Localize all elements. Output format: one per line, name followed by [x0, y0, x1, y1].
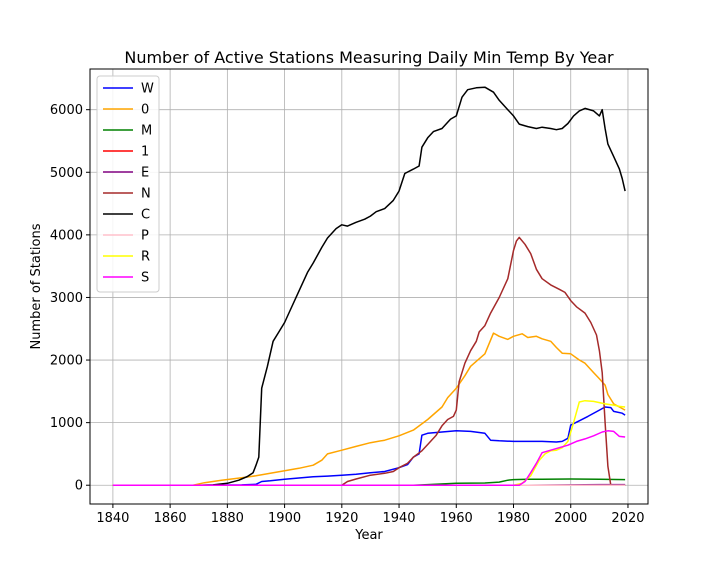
legend-label: M [141, 124, 152, 139]
legend-label: 1 [141, 145, 149, 160]
plot-frame [89, 68, 649, 505]
x-tick-label: 1920 [325, 511, 358, 526]
x-tick-label: 1940 [382, 511, 415, 526]
y-axis: 0 1000 2000 3000 4000 5000 6000 [50, 103, 90, 494]
series-line-W [112, 406, 626, 486]
x-tick-label: 1840 [96, 511, 129, 526]
x-tick-label: 1860 [154, 511, 187, 526]
y-tick-label: 0 [75, 479, 83, 494]
legend-label: C [141, 208, 150, 223]
x-tick-label: 1980 [497, 511, 530, 526]
series-line-S [112, 430, 626, 486]
y-tick-label: 5000 [50, 166, 83, 181]
x-axis: 1840 1860 1880 1900 1920 1940 1960 1980 2000 2020 [96, 504, 645, 526]
y-tick-label: 1000 [50, 416, 83, 431]
y-tick-label: 4000 [50, 228, 83, 243]
series-line-M [112, 478, 626, 486]
series-lines [112, 86, 626, 486]
x-tick-label: 1900 [268, 511, 301, 526]
legend-label: W [141, 82, 154, 97]
y-tick-label: 3000 [50, 291, 83, 306]
y-axis-title: Number of Stations [29, 223, 44, 349]
legend-label: E [141, 166, 149, 181]
series-line-C [112, 86, 626, 486]
legend-label: N [141, 187, 151, 202]
legend-label: R [141, 250, 150, 265]
y-tick-label: 6000 [50, 103, 83, 118]
x-tick-label: 2000 [554, 511, 587, 526]
legend-label: P [141, 229, 149, 244]
series-line-N [112, 236, 626, 486]
x-tick-label: 1880 [211, 511, 244, 526]
x-tick-label: 1960 [440, 511, 473, 526]
x-tick-label: 2020 [611, 511, 644, 526]
legend-label: 0 [141, 103, 149, 118]
chart-title: Number of Active Stations Measuring Dail… [124, 48, 614, 67]
legend-label: S [141, 271, 149, 286]
grid [90, 69, 648, 504]
series-line-R [112, 399, 626, 486]
x-axis-title: Year [354, 528, 383, 543]
series-line-0 [112, 332, 626, 486]
y-tick-label: 2000 [50, 354, 83, 369]
